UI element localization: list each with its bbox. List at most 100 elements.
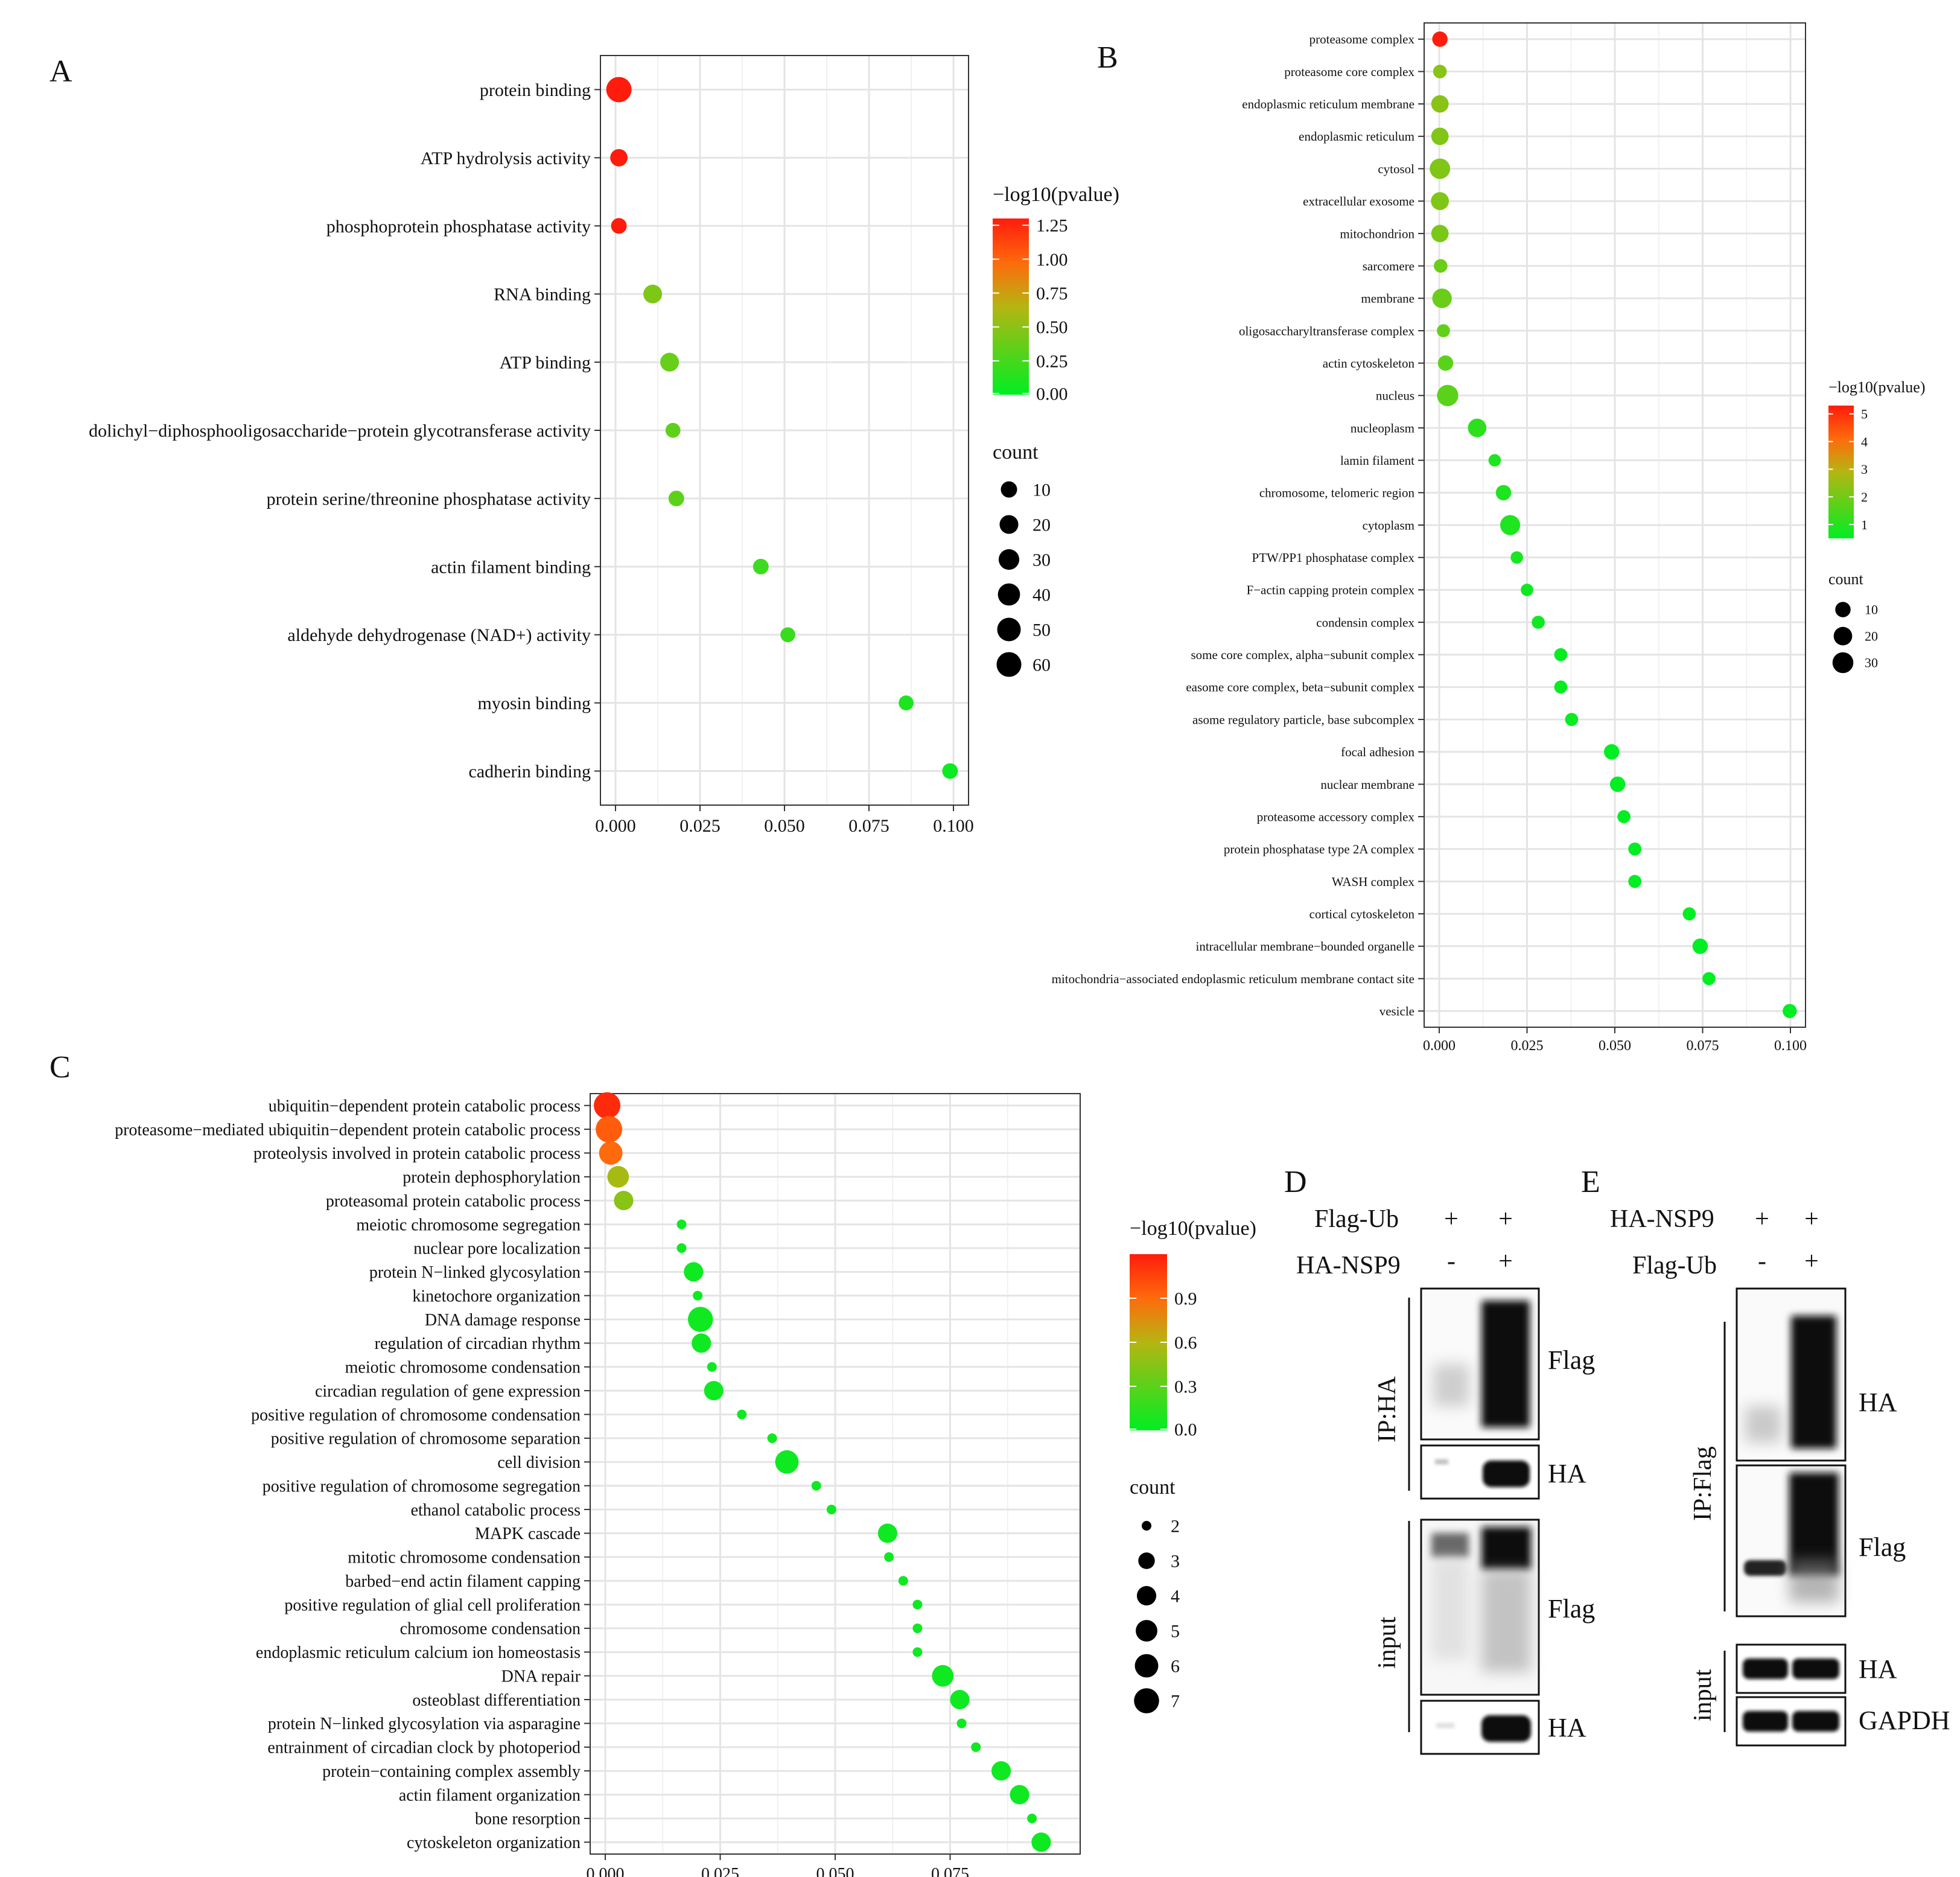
panel-c-data-point <box>599 1141 623 1165</box>
panel-d-row2-label: HA-NSP9 <box>1296 1252 1401 1279</box>
panel-b-colorbar <box>1828 406 1854 538</box>
panel-c-data-point <box>898 1576 908 1586</box>
panel-d-blot-label-4: HA <box>1548 1713 1586 1742</box>
panel-b-category-label: WASH complex <box>1332 875 1415 889</box>
panel-a-size-key <box>999 515 1019 534</box>
panel-c-colorbar-title: −log10(pvalue) <box>1130 1217 1256 1240</box>
panel-b-data-point <box>1692 938 1708 954</box>
panel-c-data-point <box>596 1116 623 1143</box>
panel-a-x-tick-label: 0.025 <box>679 816 721 836</box>
panel-c-size-key <box>1136 1620 1157 1642</box>
panel-a: A protein binding ATP hydrolysis activity… <box>49 54 1119 836</box>
panel-c-x-tick-label: 0.050 <box>816 1865 854 1877</box>
panel-b-data-point <box>1628 875 1642 888</box>
panel-c-category-label: kinetochore organization <box>412 1287 581 1305</box>
panel-c-category-label: ethanol catabolic process <box>411 1501 581 1520</box>
panel-d-row2-mark-2: + <box>1498 1248 1513 1275</box>
panel-e-blot-input-gapdh <box>1736 1696 1847 1747</box>
panel-b-data-point <box>1431 95 1449 113</box>
panel-c-category-label: protein N−linked glycosylation <box>369 1263 581 1282</box>
panel-c-data-point <box>912 1599 923 1610</box>
panel-e: E HA-NSP9 + + Flag-Ub - + IP:Flag input … <box>1581 1165 1950 1747</box>
panel-c-size-key <box>1142 1521 1151 1531</box>
panel-b-size-key-label: 20 <box>1865 629 1878 644</box>
panel-c-category-label: proteasome−mediated ubiquitin−dependent … <box>115 1121 581 1139</box>
panel-c-category-label: regulation of circadian rhythm <box>375 1334 581 1353</box>
panel-e-row1-label: HA-NSP9 <box>1610 1205 1714 1233</box>
panel-b-category-label: nuclear membrane <box>1320 777 1414 792</box>
panel-b-category-label: condensin complex <box>1316 615 1414 629</box>
panel-b-data-point <box>1495 485 1512 501</box>
panel-d-row1-mark-1: + <box>1444 1205 1459 1233</box>
panel-b-category-label: PTW/PP1 phosphatase complex <box>1252 550 1415 565</box>
panel-a-data-point <box>611 218 627 234</box>
panel-c-data-point <box>614 1191 634 1211</box>
panel-a-category-label: cadherin binding <box>469 762 591 782</box>
panel-b-category-label: oligosaccharyltransferase complex <box>1239 323 1414 338</box>
panel-a-category-label: myosin binding <box>477 693 591 713</box>
panel-c-data-point <box>692 1333 711 1353</box>
panel-a-size-key <box>1001 481 1017 498</box>
panel-d-row1-mark-2: + <box>1498 1205 1513 1233</box>
panel-c-data-point <box>707 1362 717 1372</box>
panel-b-category-label: asome regulatory particle, base subcompl… <box>1192 712 1414 727</box>
panel-e-row1-mark-1: + <box>1755 1205 1769 1233</box>
panel-a-data-point <box>899 695 914 710</box>
panel-c-data-point <box>693 1290 703 1301</box>
panel-b-data-point <box>1628 842 1642 856</box>
panel-b-category-label: chromosome, telomeric region <box>1259 486 1415 500</box>
panel-c-data-point <box>956 1718 967 1729</box>
panel-c-category-label: entrainment of circadian clock by photop… <box>267 1739 581 1757</box>
panel-c-data-point <box>737 1409 747 1420</box>
panel-c-size-key-label: 7 <box>1171 1692 1180 1712</box>
panel-a-colorbar-tick-label: 1.25 <box>1036 216 1068 236</box>
panel-b-plot-area: proteasome complex proteasome core comple… <box>1052 22 1807 1054</box>
panel-c-data-point <box>912 1647 923 1657</box>
panel-d-blot-input-flag <box>1420 1518 1540 1696</box>
panel-b-category-label: focal adhesion <box>1341 745 1414 759</box>
panel-d-letter: D <box>1284 1165 1307 1199</box>
panel-a-colorbar-tick-label: 0.50 <box>1036 317 1068 337</box>
panel-a-category-label: phosphoprotein phosphatase activity <box>326 217 591 237</box>
panel-b-size-key-label: 30 <box>1865 655 1878 671</box>
panel-b-colorbar-tick-label: 1 <box>1861 517 1868 532</box>
panel-b: B proteasome complex proteasome core comp… <box>1052 22 1926 1054</box>
panel-a-category-label: actin filament binding <box>431 557 591 577</box>
panel-a-data-point <box>643 284 663 304</box>
panel-b-data-point <box>1604 744 1620 760</box>
panel-a-data-point <box>752 558 769 575</box>
panel-c-category-label: meiotic chromosome segregation <box>356 1216 581 1234</box>
panel-a-category-label: ATP binding <box>500 353 591 373</box>
panel-c-category-label: protein dephosphorylation <box>402 1168 581 1187</box>
panel-c-data-point <box>676 1219 687 1229</box>
panel-b-data-point <box>1532 616 1545 629</box>
panel-a-legend: −log10(pvalue) count 1.25 1.00 0.75 0.50 0.2… <box>993 183 1119 677</box>
panel-a-data-point <box>668 490 684 506</box>
panel-a-data-point <box>660 352 679 372</box>
panel-c-data-point <box>991 1761 1011 1781</box>
panel-a-size-key <box>998 583 1020 606</box>
panel-b-colorbar-title: −log10(pvalue) <box>1828 378 1926 396</box>
panel-a-size-key-label: 60 <box>1032 655 1051 675</box>
panel-b-category-label: membrane <box>1361 292 1414 306</box>
panel-b-data-point <box>1554 680 1568 694</box>
panel-c-category-label: endoplasmic reticulum calcium ion homeos… <box>256 1643 581 1662</box>
panel-b-data-point <box>1432 31 1448 47</box>
panel-b-size-key-label: 10 <box>1865 602 1878 617</box>
panel-a-data-point <box>665 422 681 438</box>
panel-c-plot-area: ubiquitin−dependent protein catabolic pr… <box>115 1092 1081 1877</box>
panel-c-data-point <box>704 1381 724 1401</box>
panel-c-size-key <box>1136 1585 1157 1606</box>
panel-b-colorbar-tick-label: 2 <box>1861 489 1868 505</box>
panel-c-category-label: MAPK cascade <box>475 1525 581 1543</box>
panel-c-data-point <box>971 1742 981 1752</box>
panel-a-data-point <box>606 77 632 103</box>
panel-c-x-tick-label: 0.000 <box>587 1865 625 1877</box>
panel-e-blot-label-3: HA <box>1859 1654 1897 1684</box>
panel-b-data-point <box>1432 288 1452 308</box>
panel-b-x-tick-label: 0.075 <box>1687 1038 1719 1054</box>
panel-c-data-point <box>775 1450 799 1474</box>
panel-d: D Flag-Ub + + HA-NSP9 - + IP:HA input Fl… <box>1284 1165 1595 1755</box>
panel-c-data-point <box>1031 1832 1051 1852</box>
panel-d-ip-label: IP:HA <box>1373 1376 1401 1442</box>
